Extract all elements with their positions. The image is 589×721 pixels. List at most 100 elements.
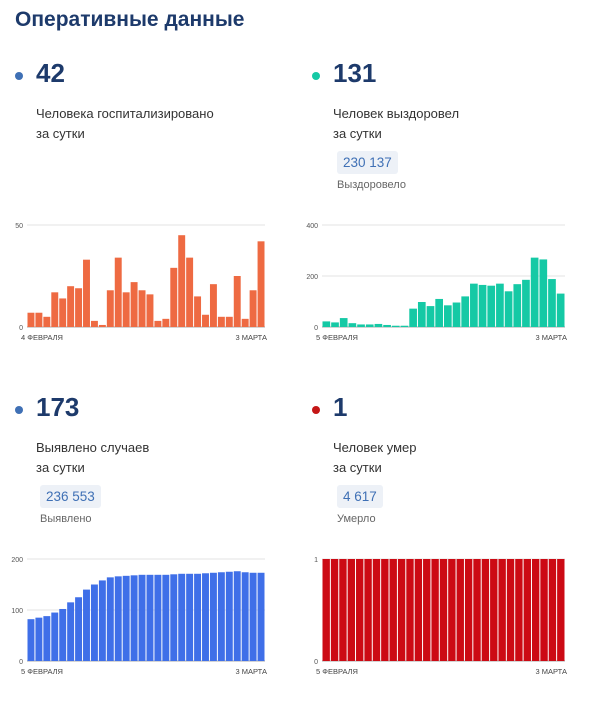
- bar: [439, 559, 448, 661]
- cases-chart: 0 100 200 5 ФЕВРАЛЯ 3 МАРТА: [11, 557, 267, 676]
- x-start-label: 4 ФЕВРАЛЯ: [21, 333, 63, 342]
- x-end-label: 3 МАРТА: [235, 333, 267, 342]
- bar: [194, 296, 202, 327]
- bar: [444, 305, 452, 327]
- bar: [162, 318, 170, 327]
- cases-description: Выявлено случаев за сутки: [36, 438, 149, 477]
- bar: [498, 559, 506, 661]
- bar: [347, 559, 356, 661]
- bar: [473, 559, 481, 661]
- bar: [83, 259, 90, 327]
- bar: [233, 276, 241, 327]
- page-title: Оперативные данные: [15, 8, 245, 31]
- bar: [448, 559, 456, 661]
- y-tick-label: 0: [314, 325, 318, 332]
- bar: [98, 580, 106, 661]
- bar: [365, 324, 374, 327]
- desc-line-2: за сутки: [333, 125, 382, 141]
- bar: [130, 282, 138, 327]
- x-end-label: 3 МАРТА: [535, 667, 567, 676]
- bullet-dot: [312, 406, 320, 414]
- bar: [43, 616, 51, 661]
- bar: [209, 572, 217, 661]
- bar: [27, 619, 35, 661]
- bar: [523, 559, 531, 661]
- desc-line-1: Человек умер: [333, 440, 417, 455]
- bar: [178, 573, 186, 661]
- bar: [348, 323, 357, 327]
- bar: [515, 559, 523, 661]
- recovered-chart: 0 200 400 5 ФЕВРАЛЯ 3 МАРТА: [306, 223, 567, 342]
- y-tick-label: 100: [11, 608, 23, 615]
- bullet-dot: [15, 72, 23, 80]
- desc-line-1: Выявлено случаев: [36, 440, 150, 455]
- bar: [397, 559, 406, 661]
- bar: [35, 617, 43, 661]
- bar: [67, 602, 75, 661]
- bar: [225, 571, 233, 661]
- bar: [106, 290, 114, 327]
- bar: [522, 279, 530, 327]
- bar: [178, 235, 186, 327]
- bar: [409, 308, 417, 327]
- bar: [233, 571, 241, 661]
- bar: [138, 290, 146, 327]
- x-end-label: 3 МАРТА: [235, 667, 267, 676]
- bar: [67, 286, 75, 327]
- bar: [114, 576, 122, 661]
- bar: [202, 573, 209, 661]
- recovered-card: 131 Человек выздоровел за сутки 230 137 …: [306, 58, 589, 387]
- hospitalized-count: 42: [36, 58, 65, 88]
- y-tick-label: 0: [314, 659, 318, 666]
- y-tick-label: 200: [306, 274, 318, 281]
- bar: [539, 259, 548, 327]
- bar: [426, 306, 435, 327]
- bar: [59, 608, 67, 661]
- deaths-chart: 0 1 5 ФЕВРАЛЯ 3 МАРТА: [314, 557, 567, 676]
- bar: [452, 302, 461, 327]
- bar: [146, 574, 154, 661]
- bar: [106, 577, 114, 661]
- y-tick-label: 0: [19, 325, 23, 332]
- bar: [186, 257, 194, 327]
- bar: [257, 241, 265, 327]
- bar: [83, 589, 90, 661]
- bar: [130, 575, 138, 661]
- bar: [496, 283, 504, 327]
- bar: [162, 574, 170, 661]
- bar: [35, 312, 43, 327]
- bar: [383, 324, 391, 327]
- bar: [513, 284, 522, 327]
- recovered-total: 230 137: [337, 151, 398, 174]
- bar: [406, 559, 414, 661]
- bar: [217, 572, 225, 661]
- bar: [456, 559, 464, 661]
- bar: [464, 559, 473, 661]
- bar: [75, 288, 83, 327]
- deaths-description: Человек умер за сутки: [333, 438, 416, 477]
- bar: [257, 572, 265, 661]
- x-start-label: 5 ФЕВРАЛЯ: [21, 667, 63, 676]
- bar: [241, 572, 249, 661]
- bar: [322, 559, 330, 661]
- desc-line-1: Человека госпитализировано: [36, 106, 214, 121]
- bar: [372, 559, 381, 661]
- bar: [43, 316, 51, 327]
- bar: [98, 324, 106, 327]
- hospitalized-description: Человека госпитализировано за сутки: [36, 104, 214, 143]
- bullet-dot: [15, 406, 23, 414]
- bar: [186, 573, 194, 661]
- bar: [202, 314, 209, 327]
- bar: [90, 584, 98, 661]
- bar: [470, 283, 478, 327]
- recovered-count: 131: [333, 58, 377, 88]
- bar: [540, 559, 548, 661]
- bar: [417, 302, 426, 327]
- bar: [170, 267, 178, 327]
- bar: [400, 325, 409, 327]
- x-start-label: 5 ФЕВРАЛЯ: [316, 667, 358, 676]
- bar: [51, 612, 59, 661]
- deaths-total: 4 617: [337, 485, 383, 508]
- bar: [194, 573, 202, 661]
- desc-line-1: Человек выздоровел: [333, 106, 460, 121]
